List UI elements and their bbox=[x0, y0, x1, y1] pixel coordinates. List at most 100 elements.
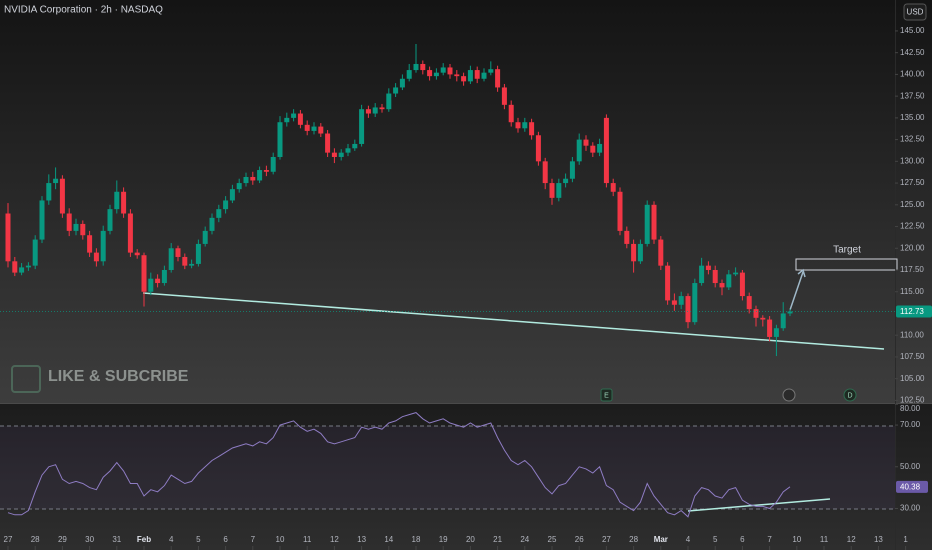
candle-body bbox=[263, 170, 269, 172]
candle-body bbox=[563, 178, 569, 184]
x-tick-label: 4 bbox=[686, 535, 691, 544]
candle-body bbox=[25, 265, 31, 268]
x-tick-label: 30 bbox=[85, 535, 94, 544]
candle-body bbox=[420, 63, 426, 71]
x-tick-label: 28 bbox=[31, 535, 40, 544]
x-tick-label: 10 bbox=[792, 535, 801, 544]
y-tick-label: 102.50 bbox=[900, 396, 925, 405]
y-tick-label: 115.00 bbox=[900, 287, 924, 296]
candle-body bbox=[685, 296, 691, 323]
x-tick-label: Mar bbox=[654, 535, 668, 544]
x-tick-label: 13 bbox=[357, 535, 366, 544]
candle-body bbox=[100, 230, 106, 262]
x-tick-label: 6 bbox=[740, 535, 745, 544]
x-tick-label: 5 bbox=[713, 535, 718, 544]
x-tick-label: 1 bbox=[903, 535, 908, 544]
candle-body bbox=[386, 93, 392, 110]
candle-body bbox=[73, 223, 79, 231]
candle-body bbox=[250, 176, 256, 181]
candle-body bbox=[372, 107, 378, 114]
candle-body bbox=[5, 213, 11, 262]
candle-body bbox=[175, 248, 181, 257]
x-tick-label: Feb bbox=[137, 535, 151, 544]
candle-body bbox=[576, 139, 582, 162]
candle-body bbox=[311, 126, 317, 131]
candle-body bbox=[542, 161, 548, 184]
event-icon bbox=[843, 388, 857, 402]
candle-body bbox=[32, 239, 38, 266]
candle-body bbox=[93, 252, 99, 262]
x-tick-label: 24 bbox=[520, 535, 529, 544]
x-tick-label: 12 bbox=[847, 535, 856, 544]
x-tick-label: 5 bbox=[196, 535, 201, 544]
x-tick-label: 18 bbox=[412, 535, 421, 544]
candle-body bbox=[284, 117, 290, 123]
x-tick-label: 13 bbox=[874, 535, 883, 544]
x-tick-label: 6 bbox=[223, 535, 228, 544]
candle-body bbox=[168, 248, 174, 270]
candle-body bbox=[433, 72, 439, 77]
candle-body bbox=[229, 189, 235, 201]
candle-body bbox=[447, 67, 453, 75]
candle-body bbox=[583, 139, 589, 146]
rsi-line bbox=[7, 412, 791, 518]
candle-body bbox=[474, 70, 480, 79]
candle-body bbox=[699, 265, 705, 284]
candle-body bbox=[121, 191, 127, 214]
candle-body bbox=[461, 76, 467, 82]
x-tick-label: 7 bbox=[767, 535, 772, 544]
currency-button[interactable] bbox=[903, 3, 927, 21]
y-tick-label: 127.50 bbox=[900, 178, 925, 187]
candle-body bbox=[223, 200, 229, 210]
rsi-trendline bbox=[687, 498, 831, 512]
x-tick-label: 10 bbox=[276, 535, 285, 544]
candle-body bbox=[107, 209, 113, 231]
candle-body bbox=[379, 107, 385, 110]
candle-body bbox=[257, 170, 263, 181]
candle-body bbox=[467, 70, 473, 82]
candle-body bbox=[365, 109, 371, 114]
y-tick-label: 122.50 bbox=[900, 222, 925, 231]
x-tick-label: 25 bbox=[548, 535, 557, 544]
candle-body bbox=[359, 109, 365, 144]
x-tick-label: 27 bbox=[602, 535, 611, 544]
last-value-tag bbox=[896, 480, 928, 493]
candle-body bbox=[733, 272, 739, 275]
candle-body bbox=[692, 283, 698, 323]
candle-body bbox=[46, 183, 52, 201]
candle-body bbox=[53, 178, 59, 184]
candle-body bbox=[406, 70, 412, 79]
y-tick-label: 130.00 bbox=[900, 156, 925, 165]
x-tick-label: 11 bbox=[303, 535, 312, 544]
candle-body bbox=[631, 243, 637, 262]
y-tick-label: 117.50 bbox=[900, 265, 924, 274]
candle-body bbox=[399, 78, 405, 88]
candle-body bbox=[19, 267, 25, 273]
x-tick-label: 12 bbox=[330, 535, 339, 544]
candle-body bbox=[39, 200, 45, 240]
candle-body bbox=[66, 213, 72, 231]
watermark: LIKE & SUBCRIBE bbox=[11, 365, 189, 393]
candle-body bbox=[304, 124, 310, 131]
candle-body bbox=[719, 283, 725, 288]
target-arrow bbox=[789, 268, 806, 311]
candle-body bbox=[787, 311, 793, 314]
candle-body bbox=[726, 274, 732, 288]
watermark-icon bbox=[11, 365, 41, 393]
candle-body bbox=[535, 135, 541, 162]
y-tick-label: 107.50 bbox=[900, 352, 925, 361]
candle-body bbox=[182, 256, 188, 266]
event-label: D bbox=[847, 392, 852, 399]
candle-body bbox=[393, 87, 399, 94]
candle-body bbox=[671, 300, 677, 305]
x-tick-label: 7 bbox=[251, 535, 256, 544]
candle-body bbox=[508, 104, 514, 123]
y-tick-label: 145.00 bbox=[900, 26, 925, 35]
candle-body bbox=[427, 70, 433, 77]
trendline bbox=[142, 292, 885, 350]
candle-body bbox=[665, 265, 671, 301]
candle-body bbox=[780, 313, 786, 329]
candle-body bbox=[773, 328, 779, 337]
y-tick-label: 80.00 bbox=[900, 404, 921, 413]
